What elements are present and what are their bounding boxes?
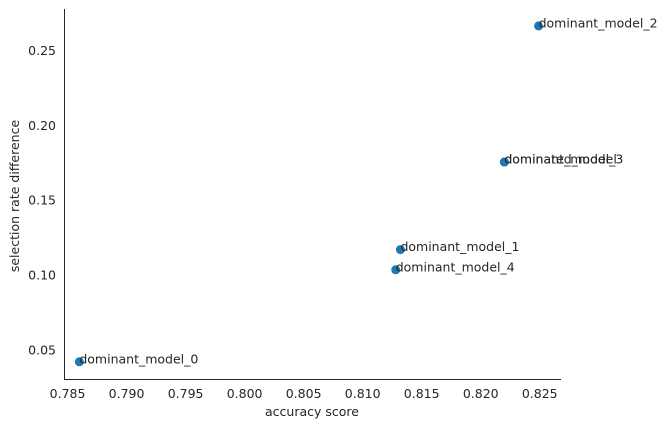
- scatter-point: [534, 21, 544, 31]
- y-tick-label: 0.05: [28, 342, 56, 357]
- y-tick-label: 0.10: [28, 268, 56, 283]
- scatter-point: [395, 245, 405, 255]
- point-label: dominant_model_1: [400, 239, 519, 254]
- y-tick-label: 0.25: [28, 43, 56, 58]
- x-tick-labels: 0.785 0.790 0.795 0.800 0.805 0.810 0.815 0.820…: [50, 386, 558, 401]
- x-tick-label: 0.795: [168, 386, 204, 401]
- x-tick-label: 0.825: [522, 386, 558, 401]
- x-tick-label: 0.815: [404, 386, 440, 401]
- point-label: dominated_model: [504, 152, 617, 167]
- data-points: [74, 21, 544, 367]
- x-tick-label: 0.820: [463, 386, 499, 401]
- y-axis-label: selection rate difference: [7, 120, 22, 273]
- point-label: dominant_model_2: [539, 15, 658, 30]
- scatter-point: [499, 157, 509, 167]
- x-tick-label: 0.805: [286, 386, 322, 401]
- x-tick-label: 0.790: [109, 386, 145, 401]
- point-label: dominant_model_4: [396, 259, 515, 274]
- axes: [64, 9, 561, 380]
- y-tick-labels: 0.05 0.10 0.15 0.20 0.25: [28, 43, 56, 357]
- point-label: dominant_model_3: [504, 152, 623, 167]
- x-tick-label: 0.785: [50, 386, 86, 401]
- y-tick-label: 0.20: [28, 118, 56, 133]
- scatter-point: [391, 265, 401, 275]
- x-axis-label: accuracy score: [265, 404, 359, 419]
- point-labels: dominant_model_0 dominant_model_1 dominant…: [79, 15, 657, 366]
- y-tick-label: 0.15: [28, 193, 56, 208]
- x-tick-label: 0.800: [227, 386, 263, 401]
- x-tick-label: 0.810: [345, 386, 381, 401]
- scatter-point: [74, 357, 84, 367]
- point-label: dominant_model_0: [79, 351, 198, 366]
